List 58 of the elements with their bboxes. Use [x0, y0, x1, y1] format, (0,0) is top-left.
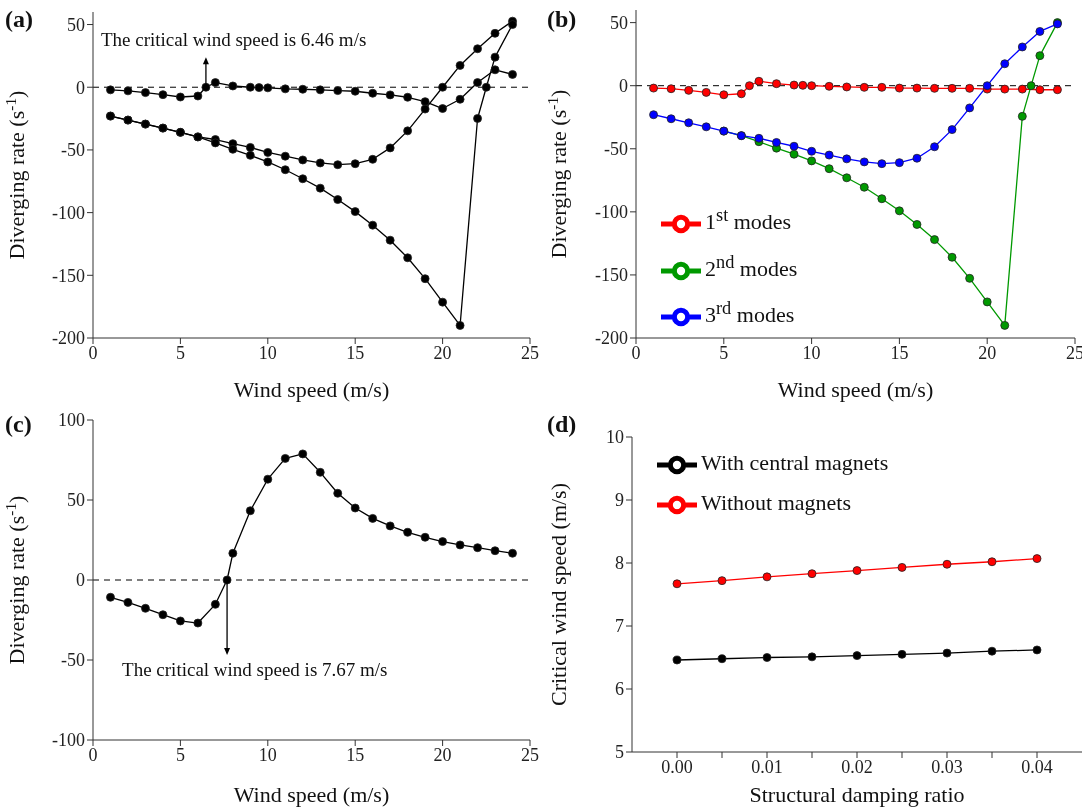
- x-tick-label: 15: [346, 744, 365, 765]
- y-tick-label: -100: [595, 202, 628, 223]
- legend-label: Without magnets: [701, 490, 852, 516]
- y-tick-label: 7: [615, 616, 624, 637]
- x-tick-label: 0: [631, 342, 641, 363]
- y-tick-label: 0: [76, 77, 85, 98]
- x-axis-title: Structural damping ratio: [749, 782, 965, 807]
- chart-title: (a): [5, 6, 33, 33]
- y-tick-label: 50: [610, 13, 628, 34]
- y-tick-label: -150: [52, 265, 85, 286]
- y-tick-label: 6: [615, 679, 624, 700]
- chart-title: (c): [5, 411, 32, 438]
- x-axis-title: Wind speed (m/s): [777, 377, 934, 402]
- x-tick-label: 0.01: [751, 756, 783, 777]
- x-tick-label: 0.00: [661, 756, 693, 777]
- y-tick-label: 8: [615, 553, 624, 574]
- annotation: The critical wind speed is 6.46 m/s: [100, 29, 367, 52]
- y-tick-label: -200: [52, 328, 85, 349]
- x-tick-label: 0.03: [931, 756, 963, 777]
- x-tick-label: 15: [890, 342, 909, 363]
- legend-label: With central magnets: [701, 450, 889, 476]
- x-tick-label: 25: [521, 342, 539, 363]
- x-tick-label: 10: [802, 342, 821, 363]
- x-tick-label: 5: [175, 744, 185, 765]
- y-tick-label: 0: [76, 570, 85, 591]
- x-tick-label: 0.04: [1021, 756, 1053, 777]
- chart-title: (d): [547, 411, 577, 438]
- x-axis-title: Wind speed (m/s): [233, 377, 390, 402]
- y-tick-label: 9: [615, 490, 624, 511]
- x-tick-label: 10: [258, 342, 277, 363]
- x-tick-label: 25: [521, 744, 539, 765]
- y-tick-label: 10: [606, 427, 624, 448]
- y-tick-label: -50: [61, 650, 85, 671]
- y-tick-label: 100: [58, 410, 85, 431]
- legend-label: 2$^{nd}$ modes: [705, 251, 798, 281]
- y-tick-label: 50: [67, 14, 85, 35]
- annotation: The critical wind speed is 7.67 m/s: [122, 659, 388, 681]
- x-axis-title: Wind speed (m/s): [233, 782, 390, 807]
- y-tick-label: -150: [595, 265, 628, 286]
- y-tick-label: -100: [52, 203, 85, 224]
- x-tick-label: 15: [346, 342, 365, 363]
- chart-title: (b): [547, 6, 577, 33]
- y-tick-label: -200: [595, 328, 628, 349]
- y-axis-title: Critical wind speed (m/s): [546, 482, 571, 707]
- x-tick-label: 5: [719, 342, 729, 363]
- y-tick-label: 0: [619, 76, 628, 97]
- x-tick-label: 10: [258, 744, 277, 765]
- x-tick-label: 0.02: [841, 756, 873, 777]
- x-tick-label: 20: [433, 342, 452, 363]
- y-tick-label: -50: [604, 139, 628, 160]
- y-tick-label: -50: [61, 140, 85, 161]
- x-tick-label: 20: [433, 744, 452, 765]
- x-tick-label: 20: [978, 342, 997, 363]
- x-tick-label: 5: [175, 342, 185, 363]
- y-tick-label: 50: [67, 490, 85, 511]
- y-tick-label: -100: [52, 730, 85, 751]
- legend-label: 1$^{st}$ modes: [705, 205, 792, 235]
- legend-label: 3$^{rd}$ modes: [705, 297, 795, 327]
